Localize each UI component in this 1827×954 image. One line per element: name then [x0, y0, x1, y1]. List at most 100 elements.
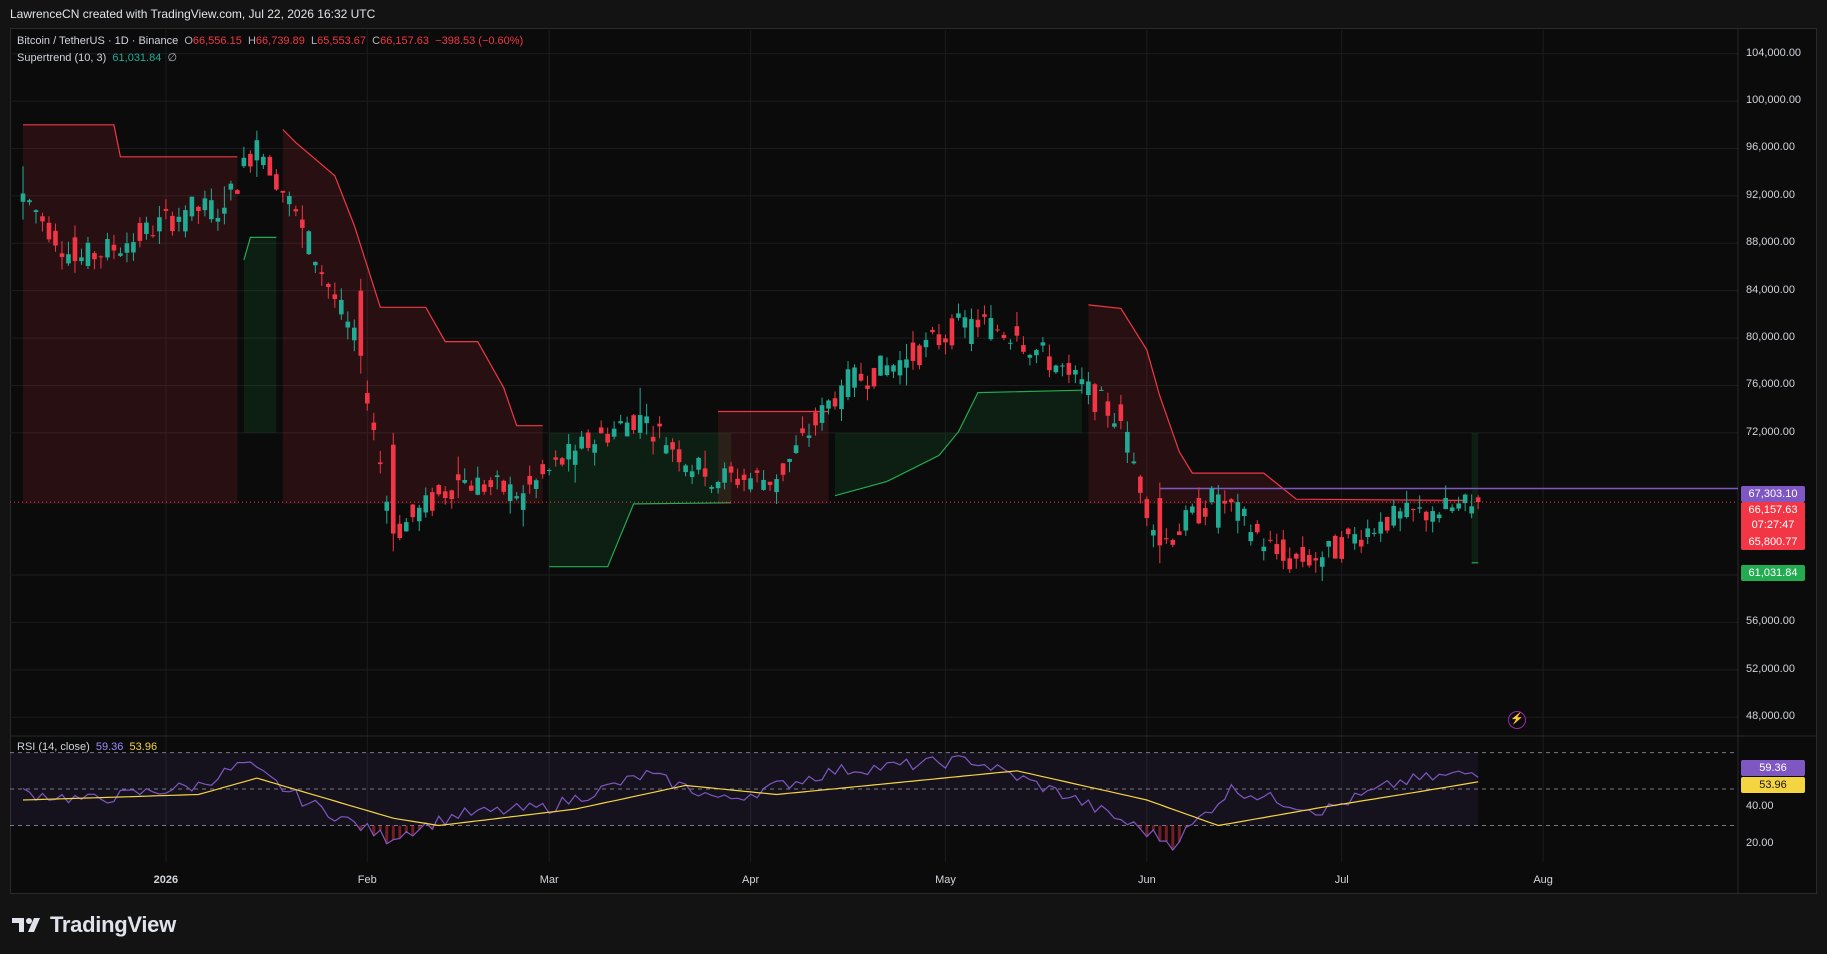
candle-body: [1397, 511, 1403, 519]
candle-body: [287, 196, 292, 205]
candle-body: [722, 468, 727, 483]
candle-body: [222, 207, 227, 214]
candle-body: [1358, 539, 1364, 547]
price-axis-label: 52,000.00: [1746, 662, 1795, 675]
candle-body: [748, 478, 753, 490]
candle-body: [930, 329, 935, 333]
candle-body: [917, 345, 922, 366]
candle-body: [923, 339, 929, 348]
symbol-name[interactable]: Bitcoin / TetherUS · 1D · Binance: [17, 35, 179, 47]
candle-body: [27, 200, 32, 203]
candle-body: [449, 490, 455, 500]
candle-body: [605, 433, 610, 443]
candle-body: [865, 385, 870, 389]
candle-body: [858, 373, 864, 381]
candle-body: [170, 215, 175, 232]
candle-body: [92, 253, 97, 260]
candle-body: [1274, 544, 1280, 555]
candle-body: [1469, 506, 1474, 514]
supertrend-line-3: [549, 502, 732, 568]
rsi-axis-label: 20.00: [1746, 836, 1774, 849]
candle-body: [1112, 423, 1117, 427]
candle-body: [819, 405, 825, 423]
tradingview-logo[interactable]: TradingView: [12, 912, 176, 938]
chart-frame[interactable]: [10, 28, 1817, 894]
candle-body: [1423, 511, 1429, 521]
candle-body: [1378, 521, 1384, 534]
candle-body: [475, 477, 481, 495]
candle-body: [845, 369, 851, 397]
candle-body: [339, 299, 344, 315]
candle-body: [1391, 505, 1396, 526]
price-axis-label: 100,000.00: [1746, 94, 1802, 107]
candle-body: [559, 458, 565, 465]
candle-body: [1365, 528, 1371, 537]
price-axis-label: 96,000.00: [1746, 141, 1795, 154]
candle-body: [761, 479, 766, 490]
last-price-tag: 66,157.63: [1748, 504, 1798, 516]
candle-body: [462, 480, 468, 483]
candle-body: [1203, 508, 1208, 517]
candle-body: [702, 468, 708, 477]
candle-body: [553, 457, 558, 460]
candle-body: [793, 445, 799, 454]
candle-body: [943, 338, 948, 343]
candle-body: [1164, 538, 1169, 540]
candle-body: [1261, 546, 1267, 552]
candle-body: [689, 471, 695, 477]
rsi-name[interactable]: RSI (14, close): [17, 741, 90, 753]
candle-body: [124, 243, 130, 253]
price-axis-label: 48,000.00: [1746, 710, 1795, 723]
open-value: 66,556.15: [192, 35, 242, 47]
candle-body: [1014, 326, 1020, 336]
candle-body: [1449, 507, 1455, 512]
top-bar: LawrenceCN created with TradingView.com,…: [0, 0, 1827, 28]
candle-body: [1144, 499, 1150, 519]
candle-body: [1371, 532, 1377, 534]
candle-body: [1345, 528, 1351, 535]
time-axis-label: 2026: [153, 874, 179, 886]
candle-body: [1404, 502, 1409, 518]
candle-body: [1086, 381, 1091, 396]
candle-body: [267, 156, 273, 176]
candle-body: [982, 314, 987, 317]
supertrend-fill-5: [835, 390, 1082, 496]
candle-body: [1053, 365, 1059, 373]
change-value: −398.53 (−0.60%): [435, 35, 524, 47]
rsi-value-tag: 59.36: [1741, 760, 1805, 776]
candle-body: [157, 217, 162, 232]
candle-body: [144, 222, 149, 234]
candle-body: [442, 491, 448, 499]
time-axis-label: Aug: [1533, 874, 1553, 886]
candle-body: [332, 294, 338, 299]
price-legend: Bitcoin / TetherUS · 1D · Binance O66,55…: [17, 35, 524, 47]
time-axis-label: Jun: [1137, 874, 1156, 886]
price-axis-label: 76,000.00: [1746, 378, 1795, 391]
candle-body: [111, 244, 117, 251]
candle-body: [228, 183, 234, 190]
price-axis-label: 104,000.00: [1746, 46, 1802, 59]
rsi-band: [10, 752, 1479, 826]
candle-body: [494, 475, 500, 478]
candle-body: [1008, 342, 1013, 344]
rsi-ma-value: 53.96: [129, 741, 158, 753]
candle-body: [118, 253, 123, 256]
candle-body: [852, 367, 857, 388]
rsi-ma-line: [22, 770, 1479, 827]
candle-body: [1462, 494, 1468, 504]
indicator-name[interactable]: Supertrend (10, 3): [17, 52, 107, 64]
candle-body: [488, 480, 494, 487]
candle-body: [514, 496, 520, 499]
candle-body: [618, 421, 623, 424]
candle-body: [1027, 355, 1033, 358]
candle-body: [546, 470, 552, 472]
candle-body: [1040, 342, 1046, 346]
lightning-icon[interactable]: ⚡: [1508, 711, 1526, 729]
candle-body: [650, 436, 656, 442]
candle-body: [59, 253, 65, 257]
candle-body: [46, 222, 52, 240]
candle-body: [98, 256, 104, 258]
candle-body: [910, 342, 916, 361]
price-axis-label: 88,000.00: [1746, 236, 1795, 249]
